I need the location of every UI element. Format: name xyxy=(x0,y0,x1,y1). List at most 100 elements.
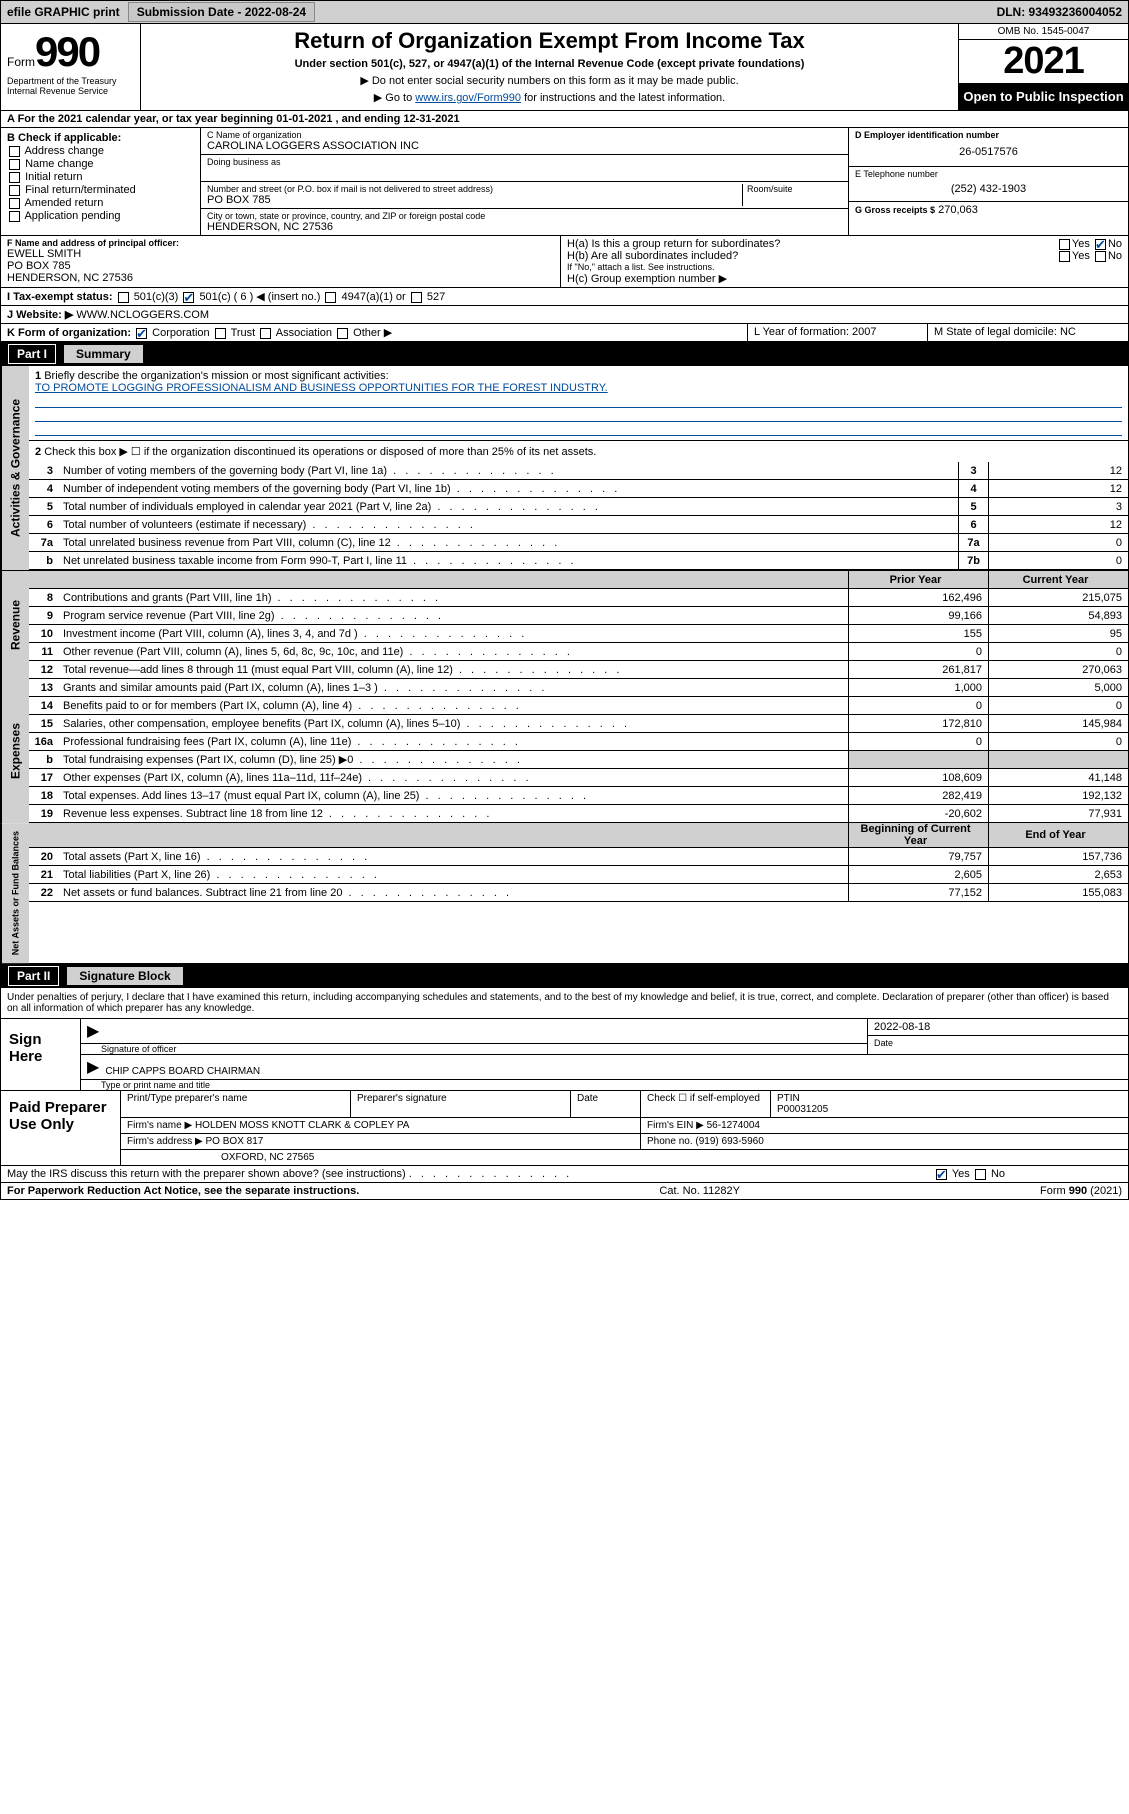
form-header: Form990 Department of the Treasury Inter… xyxy=(0,24,1129,111)
discuss-yes[interactable] xyxy=(936,1169,947,1180)
chk-application-pending[interactable]: Application pending xyxy=(7,210,194,222)
dln-label: DLN: 93493236004052 xyxy=(991,3,1128,21)
data-line: 15Salaries, other compensation, employee… xyxy=(29,715,1128,733)
efile-label: efile GRAPHIC print xyxy=(1,3,126,21)
may-discuss-text: May the IRS discuss this return with the… xyxy=(7,1168,406,1180)
header-title-block: Return of Organization Exempt From Incom… xyxy=(141,24,958,110)
footer-mid: Cat. No. 11282Y xyxy=(659,1185,740,1197)
form-note-1: ▶ Do not enter social security numbers o… xyxy=(153,74,946,87)
may-discuss-row: May the IRS discuss this return with the… xyxy=(0,1166,1129,1183)
form-number-box: Form990 Department of the Treasury Inter… xyxy=(1,24,141,110)
data-line: 18Total expenses. Add lines 13–17 (must … xyxy=(29,787,1128,805)
summary-line: bNet unrelated business taxable income f… xyxy=(29,552,1128,570)
data-line: 11Other revenue (Part VIII, column (A), … xyxy=(29,643,1128,661)
sidelabel-netassets: Net Assets or Fund Balances xyxy=(1,823,29,963)
ha-no[interactable] xyxy=(1095,239,1106,250)
city-value: HENDERSON, NC 27536 xyxy=(207,221,842,233)
q2-text: Check this box ▶ ☐ if the organization d… xyxy=(44,446,596,458)
current-year-header: Current Year xyxy=(988,571,1128,588)
prep-name-header: Print/Type preparer's name xyxy=(121,1091,351,1117)
sig-officer-label: Signature of officer xyxy=(81,1044,867,1054)
col-b-checkboxes: B Check if applicable: Address change Na… xyxy=(1,128,201,235)
group-return-block: H(a) Is this a group return for subordin… xyxy=(561,236,1128,287)
col-d-ein-phone: D Employer identification number 26-0517… xyxy=(848,128,1128,235)
city-label: City or town, state or province, country… xyxy=(207,211,842,221)
tax-year: 2021 xyxy=(959,40,1128,83)
department-label: Department of the Treasury Internal Reve… xyxy=(7,76,134,96)
ha-yes[interactable] xyxy=(1059,239,1070,250)
org-name-label: C Name of organization xyxy=(207,130,842,140)
data-line: 12Total revenue—add lines 8 through 11 (… xyxy=(29,661,1128,679)
row-f-h: F Name and address of principal officer:… xyxy=(0,236,1129,288)
col-c-org-info: C Name of organization CAROLINA LOGGERS … xyxy=(201,128,848,235)
sidelabel-revenue: Revenue xyxy=(1,571,29,679)
gross-label: G Gross receipts $ xyxy=(855,205,935,215)
submission-date-button[interactable]: Submission Date - 2022-08-24 xyxy=(128,2,315,22)
chk-address-change[interactable]: Address change xyxy=(7,145,194,157)
row-klm: K Form of organization: Corporation Trus… xyxy=(0,324,1129,342)
block-bcd: B Check if applicable: Address change Na… xyxy=(0,128,1129,236)
firm-phone: (919) 693-5960 xyxy=(695,1136,763,1147)
chk-4947[interactable] xyxy=(325,292,336,303)
website-label: J Website: ▶ xyxy=(7,309,73,321)
ptin-value: P00031205 xyxy=(777,1104,828,1115)
officer-name: EWELL SMITH xyxy=(7,248,554,260)
sidelabel-expenses: Expenses xyxy=(1,679,29,823)
netassets-header-row: Beginning of Current Year End of Year xyxy=(29,823,1128,848)
data-line: 21Total liabilities (Part X, line 26)2,6… xyxy=(29,866,1128,884)
chk-501c3[interactable] xyxy=(118,292,129,303)
end-year-header: End of Year xyxy=(988,823,1128,847)
data-line: 17Other expenses (Part IX, column (A), l… xyxy=(29,769,1128,787)
penalty-statement: Under penalties of perjury, I declare th… xyxy=(1,988,1128,1019)
row-j-website: J Website: ▶ WWW.NCLOGGERS.COM xyxy=(0,306,1129,324)
form-subtitle: Under section 501(c), 527, or 4947(a)(1)… xyxy=(153,58,946,70)
footer-left: For Paperwork Reduction Act Notice, see … xyxy=(7,1185,359,1197)
summary-line: 3Number of voting members of the governi… xyxy=(29,462,1128,480)
state-domicile: M State of legal domicile: NC xyxy=(928,324,1128,341)
hc-question: H(c) Group exemption number ▶ xyxy=(567,272,1122,285)
ein-label: D Employer identification number xyxy=(855,130,1122,140)
org-name: CAROLINA LOGGERS ASSOCIATION INC xyxy=(207,140,842,152)
signature-block: Under penalties of perjury, I declare th… xyxy=(0,988,1129,1166)
chk-initial-return[interactable]: Initial return xyxy=(7,171,194,183)
part-1-title: Summary xyxy=(64,345,143,363)
chk-other[interactable] xyxy=(337,328,348,339)
data-line: 9Program service revenue (Part VIII, lin… xyxy=(29,607,1128,625)
hb-yes[interactable] xyxy=(1059,251,1070,262)
discuss-no[interactable] xyxy=(975,1169,986,1180)
activities-governance-section: Activities & Governance 1 Briefly descri… xyxy=(0,366,1129,570)
firm-ein: 56-1274004 xyxy=(707,1120,760,1131)
year-formation: L Year of formation: 2007 xyxy=(748,324,928,341)
chk-name-change[interactable]: Name change xyxy=(7,158,194,170)
data-line: 22Net assets or fund balances. Subtract … xyxy=(29,884,1128,902)
irs-link[interactable]: www.irs.gov/Form990 xyxy=(415,92,521,104)
data-line: bTotal fundraising expenses (Part IX, co… xyxy=(29,751,1128,769)
chk-amended-return[interactable]: Amended return xyxy=(7,197,194,209)
q1-text: Briefly describe the organization's miss… xyxy=(44,370,388,382)
part-1-label: Part I xyxy=(8,344,56,364)
chk-501c[interactable] xyxy=(183,292,194,303)
chk-corporation[interactable] xyxy=(136,328,147,339)
type-name-label: Type or print name and title xyxy=(81,1080,1128,1090)
officer-addr2: HENDERSON, NC 27536 xyxy=(7,272,554,284)
net-assets-section: Net Assets or Fund Balances Beginning of… xyxy=(0,823,1129,964)
hb-note: If "No," attach a list. See instructions… xyxy=(567,262,1122,272)
revenue-header-row: Prior Year Current Year xyxy=(29,571,1128,589)
form-org-label: K Form of organization: xyxy=(7,327,131,339)
part-2-header: Part II Signature Block xyxy=(0,964,1129,988)
chk-527[interactable] xyxy=(411,292,422,303)
chk-trust[interactable] xyxy=(215,328,226,339)
chk-final-return[interactable]: Final return/terminated xyxy=(7,184,194,196)
footer-right: Form 990 (2021) xyxy=(1040,1185,1122,1197)
data-line: 19Revenue less expenses. Subtract line 1… xyxy=(29,805,1128,823)
part-2-label: Part II xyxy=(8,966,59,986)
form-title: Return of Organization Exempt From Incom… xyxy=(153,28,946,54)
paid-preparer-block: Paid Preparer Use Only Print/Type prepar… xyxy=(1,1090,1128,1165)
officer-label: F Name and address of principal officer: xyxy=(7,238,554,248)
hb-no[interactable] xyxy=(1095,251,1106,262)
prep-sig-header: Preparer's signature xyxy=(351,1091,571,1117)
firm-name: HOLDEN MOSS KNOTT CLARK & COPLEY PA xyxy=(195,1120,410,1131)
part-1-header: Part I Summary xyxy=(0,342,1129,366)
chk-association[interactable] xyxy=(260,328,271,339)
mission-text: TO PROMOTE LOGGING PROFESSIONALISM AND B… xyxy=(35,382,1122,394)
